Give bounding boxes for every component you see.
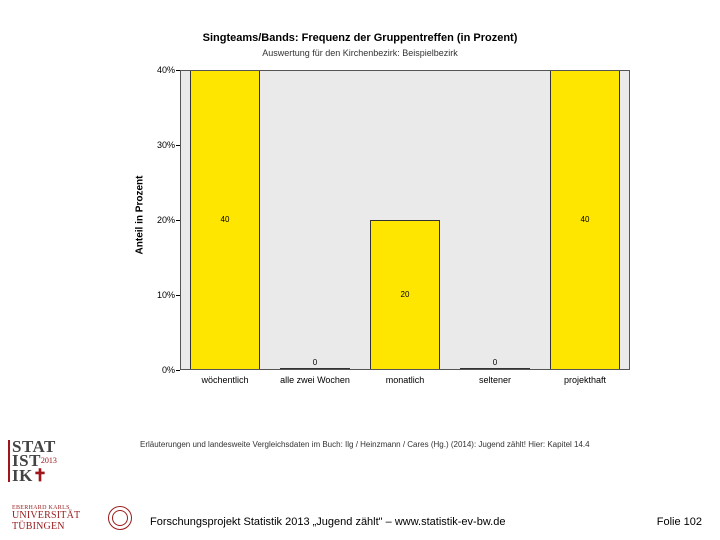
bar-value-label: 0 <box>280 358 350 367</box>
ytick-label: 40% <box>145 65 175 75</box>
x-category-label: projekthaft <box>564 375 606 385</box>
bar <box>460 368 530 370</box>
cross-icon: ✝ <box>33 466 48 485</box>
uni-logo-line3: TÜBINGEN <box>12 522 80 533</box>
ytick-label: 0% <box>145 365 175 375</box>
footer-text: Forschungsprojekt Statistik 2013 „Jugend… <box>150 516 505 528</box>
ytick-label: 30% <box>145 140 175 150</box>
y-axis-label: Anteil in Prozent <box>135 176 146 255</box>
x-category-label: alle zwei Wochen <box>280 375 350 385</box>
ytick-mark <box>176 220 180 221</box>
ytick-label: 20% <box>145 215 175 225</box>
stat-logo-stripe <box>8 440 10 482</box>
bar-value-label: 40 <box>190 215 260 224</box>
ytick-mark <box>176 370 180 371</box>
ytick-mark <box>176 70 180 71</box>
x-category-label: seltener <box>479 375 511 385</box>
bar <box>280 368 350 370</box>
stat-logo-line3: IK✝ <box>12 469 74 483</box>
stat-logo-ik: IK <box>12 466 33 485</box>
x-category-label: monatlich <box>386 375 425 385</box>
stat-logo-year: 2013 <box>41 456 57 465</box>
uni-logo: EBERHARD KARLS UNIVERSITÄT TÜBINGEN <box>12 505 80 532</box>
x-category-label: wöchentlich <box>201 375 248 385</box>
slide: Singteams/Bands: Frequenz der Gruppentre… <box>0 0 720 540</box>
chart-area: Anteil in Prozent 40020040 0%10%20%30%40… <box>140 65 640 425</box>
ytick-mark <box>176 145 180 146</box>
bar-value-label: 20 <box>370 290 440 299</box>
slide-number: Folie 102 <box>657 516 702 528</box>
chart-subtitle: Auswertung für den Kirchenbezirk: Beispi… <box>0 48 720 58</box>
bar-value-label: 0 <box>460 358 530 367</box>
chart-title: Singteams/Bands: Frequenz der Gruppentre… <box>0 32 720 44</box>
ytick-label: 10% <box>145 290 175 300</box>
ytick-mark <box>176 295 180 296</box>
uni-seal-icon <box>108 506 132 530</box>
stat-logo: STAT IST2013 IK✝ <box>12 440 74 483</box>
bar-value-label: 40 <box>550 215 620 224</box>
chart-footnote: Erläuterungen und landesweite Vergleichs… <box>140 440 590 449</box>
uni-logo-line2: UNIVERSITÄT <box>12 511 80 522</box>
